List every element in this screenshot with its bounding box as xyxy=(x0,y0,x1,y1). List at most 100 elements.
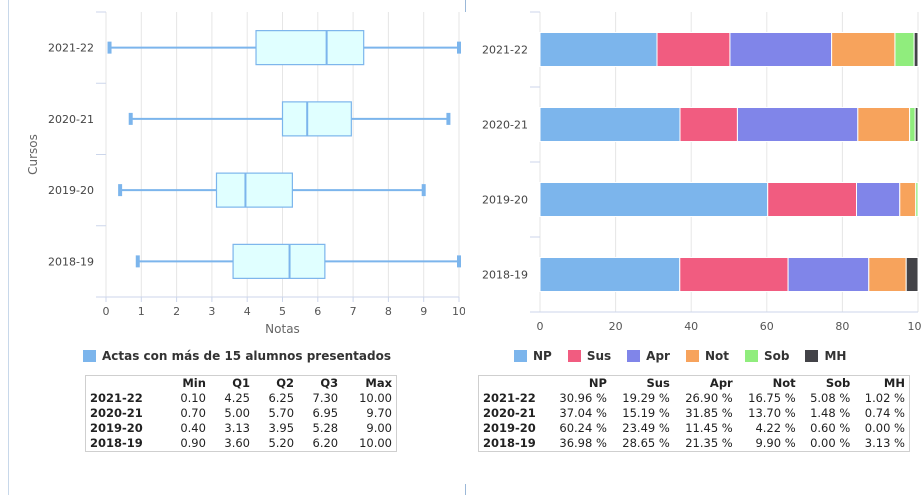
legend-item-sob[interactable]: Sob xyxy=(745,349,789,363)
boxplot-legend[interactable]: Actas con más de 15 alumnos presentados xyxy=(83,349,391,363)
column-header: Q1 xyxy=(232,376,250,390)
table-cell: 36.98 % xyxy=(559,436,607,450)
table-cell: 31.85 % xyxy=(685,406,733,420)
legend-item-not[interactable]: Not xyxy=(685,349,729,363)
column-header: Not xyxy=(772,376,796,390)
table-cell: 1.48 % xyxy=(810,406,851,420)
bar-apr-2021-22 xyxy=(729,32,833,67)
legend-label: Not xyxy=(704,349,729,363)
table-row: 2018-19 36.98 % 28.65 % 21.35 % 9.90 % 0.00 %… xyxy=(479,436,910,452)
row-label: 2020-21 xyxy=(483,406,536,420)
column-header: Sob xyxy=(825,376,851,390)
bar-sus-2020-21 xyxy=(679,107,738,142)
table-cell: 5.28 xyxy=(312,421,339,435)
x-tick-label: 3 xyxy=(208,305,215,318)
table-header-row: Min Q1 Q2 Q3 Max xyxy=(86,376,397,392)
x-tick-label: 20 xyxy=(609,320,623,333)
y-tick-label: 2019-20 xyxy=(482,194,528,207)
table-cell: 0.70 xyxy=(180,406,206,420)
table-cell: 6.95 xyxy=(312,406,339,420)
y-tick-label: 2021-22 xyxy=(482,44,528,57)
panel-divider xyxy=(465,0,466,12)
row-label: 2018-19 xyxy=(483,436,536,450)
x-tick-label: 6 xyxy=(314,305,321,318)
column-header: MH xyxy=(883,376,905,390)
x-tick-label: 4 xyxy=(244,305,251,318)
row-label: 2021-22 xyxy=(90,391,143,405)
column-header: Apr xyxy=(709,376,733,390)
box-iqr xyxy=(281,101,352,137)
bar-np-2018-19 xyxy=(539,257,681,292)
table-cell: 28.65 % xyxy=(622,436,670,450)
table-cell: 13.70 % xyxy=(748,406,796,420)
y-tick-label: 2020-21 xyxy=(48,113,94,126)
table-cell: 6.25 xyxy=(268,391,295,405)
column-header: Max xyxy=(365,376,392,390)
legend-swatch xyxy=(83,350,96,362)
box-2018-19 xyxy=(135,243,461,279)
bar-sob-2020-21 xyxy=(909,107,916,142)
table-row: 2020-21 0.70 5.00 5.70 6.95 9.70 xyxy=(86,406,397,421)
table-cell: 10.00 xyxy=(359,436,392,450)
bar-not-2021-22 xyxy=(831,32,896,67)
legend-item-mh[interactable]: MH xyxy=(805,349,846,363)
table-row: 2021-22 0.10 4.25 6.25 7.30 10.00 xyxy=(86,391,397,406)
frame-border xyxy=(8,0,9,495)
box-iqr xyxy=(255,30,365,66)
table-cell: 5.08 % xyxy=(810,391,851,405)
x-tick-label: 7 xyxy=(350,305,357,318)
table-cell: 9.70 xyxy=(366,406,392,420)
x-tick-label: 8 xyxy=(385,305,392,318)
table-header-row: NP Sus Apr Not Sob MH xyxy=(479,376,910,392)
legend-item-apr[interactable]: Apr xyxy=(627,349,670,363)
bar-not-2020-21 xyxy=(857,107,911,142)
bar-legend: NP Sus Apr Not Sob MH xyxy=(514,349,862,363)
legend-swatch xyxy=(514,350,527,362)
box-2021-22 xyxy=(107,30,461,66)
bar-sus-2021-22 xyxy=(656,32,731,67)
table-cell: 3.95 xyxy=(268,421,295,435)
bar-sob-2019-20 xyxy=(915,182,919,217)
boxplot-chart: 0 1 2 3 4 5 6 7 8 9 10 Notas Cursos 2021-22 2020-21 201… xyxy=(26,11,465,336)
column-header: Q3 xyxy=(320,376,339,390)
legend-label: MH xyxy=(824,349,847,363)
table-row: 2021-22 30.96 % 19.29 % 26.90 % 16.75 % 5.08 … xyxy=(479,391,910,406)
table-cell: 0.40 xyxy=(180,421,206,435)
x-tick-label: 1 xyxy=(138,305,145,318)
table-row: 2019-20 60.24 % 23.49 % 11.45 % 4.22 % 0.60 %… xyxy=(479,421,910,436)
legend-item-sus[interactable]: Sus xyxy=(567,349,611,363)
bar-apr-2018-19 xyxy=(787,257,870,292)
table-cell: 26.90 % xyxy=(685,391,733,405)
x-tick-label: 60 xyxy=(760,320,774,333)
legend-item-np[interactable]: NP xyxy=(514,349,552,363)
box-2019-20 xyxy=(118,172,426,208)
x-tick-label: 5 xyxy=(279,305,286,318)
x-tick-label: 40 xyxy=(684,320,698,333)
table-cell: 5.70 xyxy=(268,406,295,420)
bar-mh-2021-22 xyxy=(913,32,919,67)
table-cell: 10.00 xyxy=(359,391,392,405)
bar-apr-2020-21 xyxy=(736,107,859,142)
x-tick-label: 2 xyxy=(173,305,180,318)
row-label: 2021-22 xyxy=(483,391,536,405)
row-label: 2019-20 xyxy=(483,421,536,435)
bar-apr-2019-20 xyxy=(855,182,901,217)
y-tick-label: 2018-19 xyxy=(482,269,528,282)
legend-label: NP xyxy=(533,349,552,363)
x-tick-label: 9 xyxy=(420,305,427,318)
x-axis-title: Notas xyxy=(265,322,300,336)
column-header: Q2 xyxy=(276,376,295,390)
table-row: 2020-21 37.04 % 15.19 % 31.85 % 13.70 % 1.48 … xyxy=(479,406,910,421)
table-row: 2019-20 0.40 3.13 3.95 5.28 9.00 xyxy=(86,421,397,436)
legend-label: Apr xyxy=(646,349,670,363)
row-label: 2018-19 xyxy=(90,436,143,450)
bar-mh-2020-21 xyxy=(914,107,919,142)
table-cell: 30.96 % xyxy=(559,391,607,405)
bar-sus-2018-19 xyxy=(679,257,789,292)
table-cell: 21.35 % xyxy=(685,436,733,450)
table-cell: 0.90 xyxy=(180,436,206,450)
table-cell: 6.20 xyxy=(312,436,339,450)
x-tick-label: 10 xyxy=(452,305,465,318)
bar-not-2018-19 xyxy=(868,257,907,292)
table-row: 2018-19 0.90 3.60 5.20 6.20 10.00 xyxy=(86,436,397,452)
